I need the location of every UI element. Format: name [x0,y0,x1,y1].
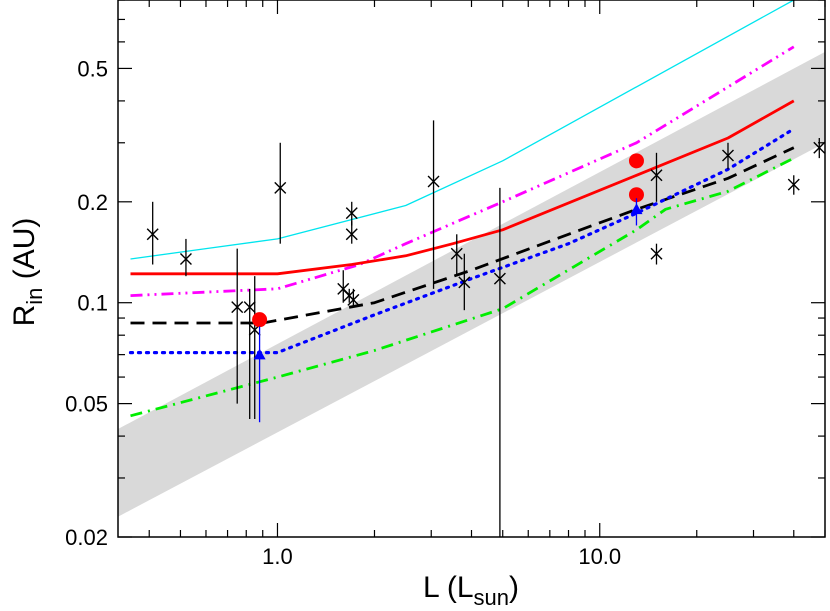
x-marker-stroke [345,207,358,220]
y-axis-title-main: R [8,305,41,327]
x-tick-label: 10.0 [578,544,621,569]
series-line-1 [130,45,795,297]
data-point-x-3 [243,288,256,419]
data-point-x-10 [347,288,360,308]
data-point-triangle-0 [253,326,266,423]
data-point-triangle-1 [630,198,643,226]
y-tick-label: 0.05 [65,392,108,417]
tick-labels: 1.0 10.0 0.02 0.05 0.1 0.2 0.5 [65,56,621,569]
x-axis-title: L (Lsun) [423,571,519,610]
y-axis-title: Rin (AU) [8,218,47,327]
data-point-x-19 [813,138,825,159]
x-marker-stroke [458,276,471,289]
y-tick-label: 0.5 [77,56,108,81]
x-marker-stroke [146,228,159,241]
data-point-x-11 [427,120,440,289]
x-marker-stroke [650,169,663,182]
x-marker-stroke [243,301,256,314]
y-axis-title-sub: in [22,288,47,305]
x-marker-stroke [787,178,800,191]
data-point-x-14 [493,187,506,537]
x-marker-stroke [231,301,244,314]
x-marker-stroke [179,253,192,266]
y-tick-label: 0.02 [65,525,108,550]
data-point-x-5 [274,142,287,244]
series-line-4 [128,127,796,355]
model-band [118,51,825,517]
x-marker-stroke [450,247,463,260]
axis-ticks [118,0,826,538]
plot-area [118,0,825,537]
x-marker-stroke [813,141,825,154]
x-marker-stroke [493,272,506,285]
data-point-x-16 [650,243,663,265]
x-tick-label: 1.0 [262,544,293,569]
x-marker-stroke [427,175,440,188]
data-point-circle-2 [628,187,644,203]
series-line-5 [130,156,795,418]
data-point-x-0 [146,201,159,265]
data-point-circle-1 [628,153,644,169]
x-axis-title-main: L (L [423,571,474,604]
y-tick-label: 0.1 [77,291,108,316]
series-line-2 [130,99,795,276]
data-point-x-17 [721,142,734,170]
data-point-circle-0 [252,312,268,328]
series-line-3 [130,146,795,325]
x-marker-stroke [650,247,663,260]
x-marker-stroke [337,282,350,295]
x-axis-title-close: ) [509,571,519,604]
data-point-x-15 [650,152,663,202]
data-point-x-1 [179,238,192,277]
triangle-marker [630,203,643,215]
x-marker-stroke [721,149,734,162]
data-point-x-13 [458,253,471,311]
triangle-marker [253,348,266,360]
series-line-0 [130,0,795,260]
x-axis-title-sub: sun [474,585,509,610]
data-point-x-12 [450,234,463,277]
x-marker-stroke [347,293,360,306]
y-tick-label: 0.2 [77,190,108,215]
data-point-x-2 [231,248,244,404]
data-point-x-9 [345,221,358,244]
x-marker-stroke [274,181,287,194]
x-marker-stroke [345,228,358,241]
y-axis-title-rest: (AU) [8,218,41,288]
data-point-x-18 [787,175,800,195]
